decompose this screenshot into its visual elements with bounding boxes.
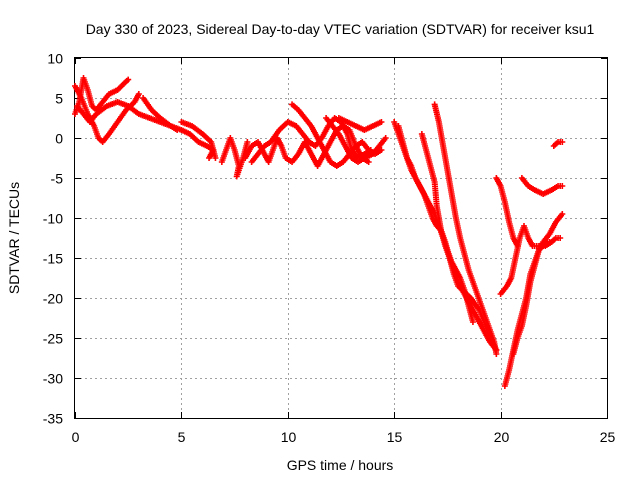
y-tick-label: -30	[43, 371, 63, 387]
data-point-marker	[206, 155, 213, 161]
data-point-marker	[244, 139, 251, 145]
data-point-marker	[135, 91, 142, 97]
y-tick-label: 10	[47, 51, 63, 67]
data-points	[72, 75, 566, 389]
x-axis-label: GPS time / hours	[287, 457, 394, 473]
x-tick-label: 15	[387, 429, 403, 445]
series-track-15	[431, 101, 500, 357]
data-point-marker	[469, 319, 476, 325]
data-point-marker	[557, 235, 564, 241]
y-tick-label: -20	[43, 291, 63, 307]
y-tick-label: -25	[43, 331, 63, 347]
series-track-8	[248, 115, 374, 165]
x-tick-label: 20	[494, 429, 510, 445]
series-track-17	[510, 211, 566, 357]
plot-frame	[74, 57, 608, 419]
data-point-marker	[559, 183, 566, 189]
x-axis-ticks: 0 5 10 15 20 25	[72, 58, 616, 445]
data-point-marker	[365, 159, 372, 165]
series-track-11	[335, 115, 385, 133]
series-track-18	[497, 223, 555, 297]
data-point-marker	[125, 76, 132, 83]
data-point-marker	[559, 139, 566, 145]
data-point-marker	[378, 119, 385, 125]
y-tick-label: -15	[43, 251, 63, 267]
y-tick-label: -10	[43, 211, 63, 227]
data-point-marker	[212, 155, 219, 161]
series-track-19	[493, 175, 521, 249]
y-tick-label: 5	[55, 91, 63, 107]
data-point-marker	[548, 239, 555, 245]
series-track-4	[140, 95, 219, 161]
series-track-5	[178, 119, 217, 161]
x-tick-label: 25	[600, 429, 616, 445]
series-track-20	[518, 175, 566, 197]
series-track-21	[550, 139, 566, 149]
data-point-marker	[382, 135, 389, 141]
data-point-marker	[514, 243, 521, 249]
x-tick-label: 10	[281, 429, 297, 445]
data-point-marker	[559, 211, 566, 217]
x-tick-label: 0	[72, 429, 80, 445]
y-tick-label: -35	[43, 411, 63, 427]
series-track-10	[323, 115, 389, 165]
series-track-6	[218, 135, 251, 180]
y-axis-label: SDTVAR / TECUs	[6, 182, 22, 294]
x-tick-label: 5	[178, 429, 186, 445]
y-tick-label: -5	[51, 171, 64, 187]
chart-title: Day 330 of 2023, Sidereal Day-to-day VTE…	[86, 21, 595, 37]
y-tick-label: 0	[55, 131, 63, 147]
data-point-marker	[493, 351, 500, 357]
